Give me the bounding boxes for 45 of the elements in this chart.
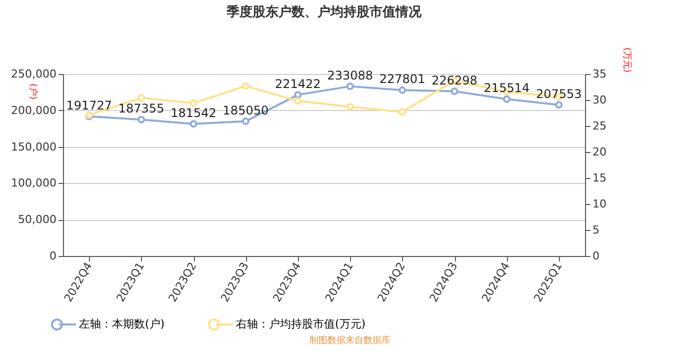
point xyxy=(190,120,198,128)
data-label: 215514 xyxy=(484,81,530,96)
y-tick-label: 0 xyxy=(50,250,56,262)
data-label: 187355 xyxy=(118,102,164,116)
chart-title: 季度股东户数、户均持股市值情况 xyxy=(226,4,422,20)
y-tick-label: 150,000 xyxy=(11,140,56,154)
legend-label: 右轴：户均持股市值(万元) xyxy=(236,318,366,330)
y-tick-label: 100,000 xyxy=(11,176,56,190)
point xyxy=(294,97,302,105)
data-label: 185050 xyxy=(222,103,269,118)
point xyxy=(502,95,510,103)
y2-tick-label: 10 xyxy=(592,198,606,210)
y-axis-title: (户) xyxy=(28,84,38,100)
data-label: 207553 xyxy=(536,86,582,101)
point xyxy=(398,86,406,94)
data-label: 227801 xyxy=(379,72,426,86)
y2-tick-label: 25 xyxy=(592,120,606,132)
y2-tick-label: 5 xyxy=(592,224,600,236)
point xyxy=(346,82,354,90)
data-label: 181542 xyxy=(170,106,216,120)
point xyxy=(398,108,406,116)
y2-tick-label: 15 xyxy=(592,172,606,184)
point xyxy=(555,101,563,109)
point xyxy=(190,99,198,107)
data-label: 226298 xyxy=(432,73,478,88)
point xyxy=(138,94,146,102)
point xyxy=(346,103,354,110)
data-label: 191727 xyxy=(66,98,112,112)
point xyxy=(138,116,146,124)
data-label: 233088 xyxy=(327,68,374,82)
y-tick-label: 250,000 xyxy=(11,68,56,80)
data-label: 221422 xyxy=(274,76,321,91)
point xyxy=(242,82,250,90)
point xyxy=(294,91,302,99)
legend-label: 左轴：本期数(户) xyxy=(79,318,165,330)
y2-axis-title: (万元) xyxy=(622,47,632,72)
point xyxy=(242,118,250,126)
y2-tick-label: 35 xyxy=(592,68,606,80)
y2-tick-label: 0 xyxy=(592,250,600,262)
point xyxy=(450,88,458,95)
y-tick-label: 200,000 xyxy=(11,104,56,117)
y-tick-label: 50,000 xyxy=(18,213,56,226)
y2-tick-label: 30 xyxy=(592,94,606,106)
text: 制图数据来自数据库 xyxy=(308,334,392,347)
y2-tick-label: 20 xyxy=(592,146,606,158)
